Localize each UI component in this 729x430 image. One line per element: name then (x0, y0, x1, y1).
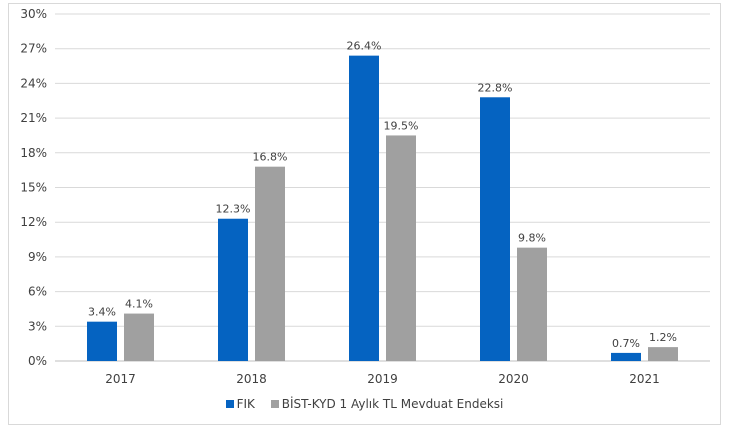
x-tick-label: 2021 (629, 372, 660, 386)
bar-bist-kyd-2018 (255, 166, 285, 361)
data-label: 3.4% (88, 306, 116, 319)
y-tick-label: 27% (20, 42, 47, 56)
y-axis-ticks: 0% 3% 6% 9% 12% 15% 18% 21% 24% 27% 30% (20, 7, 47, 368)
data-label: 26.4% (347, 40, 382, 53)
y-tick-label: 18% (20, 146, 47, 160)
data-label: 12.3% (216, 203, 251, 216)
bar-bist-kyd-2020 (517, 247, 547, 361)
bar-fik-2017 (87, 321, 117, 361)
legend-swatch-fik (225, 400, 234, 408)
data-label: 0.7% (612, 337, 640, 350)
y-tick-label: 15% (20, 181, 47, 195)
data-label: 22.8% (478, 81, 513, 94)
bars (87, 55, 678, 361)
y-tick-label: 24% (20, 76, 47, 90)
data-label: 19.5% (384, 119, 419, 132)
bar-fik-2019 (349, 55, 379, 361)
y-tick-label: 6% (28, 285, 47, 299)
y-tick-label: 0% (28, 354, 47, 368)
bar-bist-kyd-2021 (648, 347, 678, 361)
data-label: 16.8% (253, 151, 288, 164)
y-tick-label: 9% (28, 250, 47, 264)
y-tick-label: 12% (20, 215, 47, 229)
legend-item-fik: FIK (225, 397, 255, 411)
y-tick-label: 30% (20, 7, 47, 21)
x-tick-label: 2019 (367, 372, 398, 386)
x-tick-label: 2017 (105, 372, 136, 386)
data-label: 1.2% (649, 331, 677, 344)
x-tick-label: 2018 (236, 372, 267, 386)
data-labels: 3.4% 4.1% 12.3% 16.8% 26.4% 19.5% 22.8% 9.8% 0.7… (88, 40, 677, 350)
bar-bist-kyd-2017 (124, 313, 154, 361)
bar-fik-2021 (611, 352, 641, 361)
gridlines (55, 13, 710, 362)
legend-label-bist-kyd: BİST-KYD 1 Aylık TL Mevduat Endeksi (281, 397, 504, 411)
y-tick-label: 21% (20, 111, 47, 125)
legend-label-fik: FIK (236, 397, 255, 411)
legend-swatch-bist-kyd (270, 400, 279, 408)
legend-item-bist-kyd: BİST-KYD 1 Aylık TL Mevduat Endeksi (270, 397, 504, 411)
bar-fik-2020 (480, 97, 510, 361)
x-tick-label: 2020 (498, 372, 529, 386)
data-label: 9.8% (518, 232, 546, 245)
data-label: 4.1% (125, 298, 153, 311)
bar-fik-2018 (218, 218, 248, 361)
y-tick-label: 3% (28, 319, 47, 333)
legend: FIK BİST-KYD 1 Aylık TL Mevduat Endeksi (0, 397, 729, 411)
x-axis-ticks: 2017 2018 2019 2020 2021 (105, 372, 660, 386)
bar-bist-kyd-2019 (386, 135, 416, 361)
